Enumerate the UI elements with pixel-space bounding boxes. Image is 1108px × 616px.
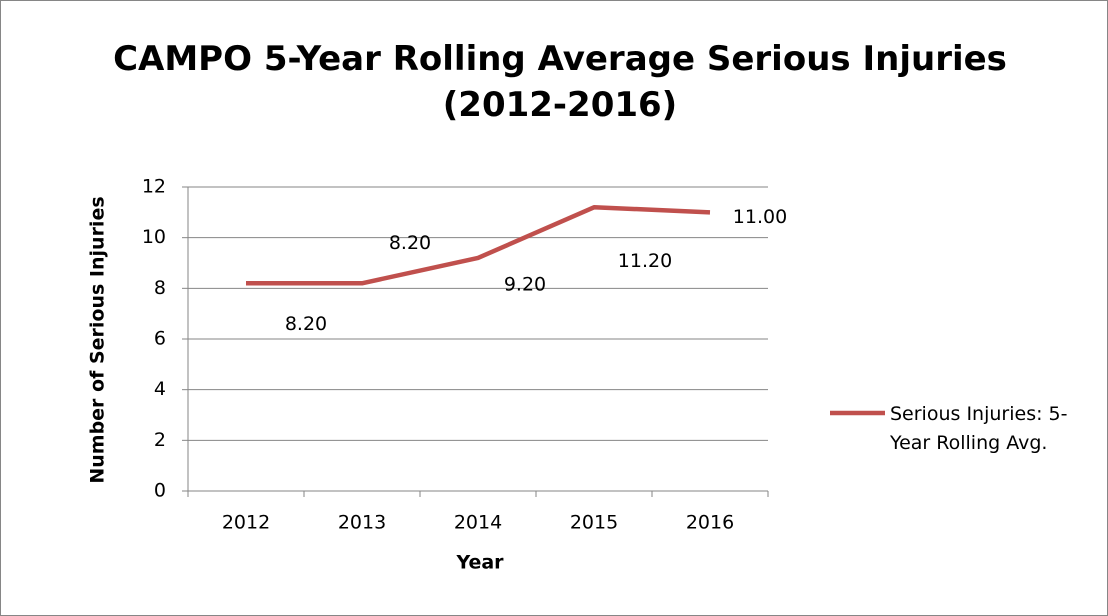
data-label: 9.20 [504,273,546,295]
y-tick-label: 4 [154,378,166,400]
data-line [246,205,711,286]
data-label: 11.20 [618,250,672,272]
y-tick-label: 2 [154,429,166,451]
legend-label: Serious Injuries: 5-Year Rolling Avg. [890,403,1068,454]
x-axis-label: Year [455,552,504,574]
data-label: 11.00 [733,206,787,228]
y-tick-label: 6 [154,328,166,350]
y-axis-label: Number of Serious Injuries [87,196,109,483]
data-label: 8.20 [389,232,431,254]
x-tick-label: 2015 [570,512,618,534]
x-tick-label: 2014 [454,512,502,534]
x-tick-label: 2013 [338,512,386,534]
y-tick-label: 12 [142,176,166,198]
y-tick-label: 8 [154,277,166,299]
y-tick-label: 0 [154,480,166,502]
y-tick-label: 10 [142,226,166,248]
x-tick-label: 2012 [222,512,270,534]
data-label: 8.20 [285,313,327,335]
chart-title: CAMPO 5-Year Rolling Average Serious Inj… [113,39,1007,125]
x-tick-label: 2016 [686,512,734,534]
